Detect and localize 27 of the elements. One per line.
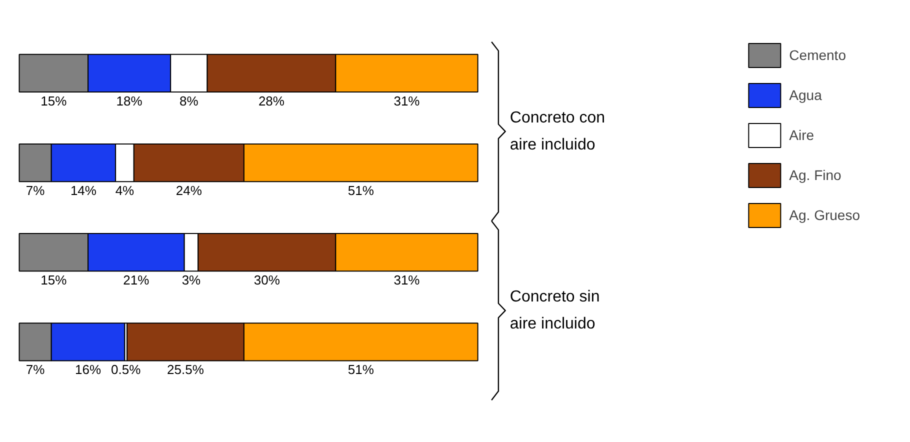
data-label: 0.5%	[111, 362, 142, 378]
text: Concreto sin aire incluido	[510, 288, 600, 332]
data-label: 7%	[26, 362, 46, 378]
text: Concreto con aire incluido	[510, 109, 606, 154]
data-label: 7%	[26, 182, 46, 198]
data-label: 16%	[75, 362, 102, 378]
data-label: 24%	[176, 182, 202, 198]
legend-label: Cemento	[789, 47, 846, 63]
data-label: 15%	[40, 272, 68, 288]
legend-label: Aire	[789, 127, 814, 143]
data-label: 21%	[123, 272, 150, 288]
data-label: 31%	[394, 93, 420, 108]
data-label: 15%	[40, 93, 68, 108]
data-label: 51%	[348, 362, 374, 378]
data-label: 25.5%	[167, 362, 204, 378]
legend-label: Ag. Fino	[789, 167, 842, 183]
data-label: 18%	[116, 93, 143, 108]
data-label: 4%	[115, 182, 135, 198]
data-label: 28%	[258, 93, 285, 108]
legend-label: Ag. Grueso	[789, 207, 860, 223]
data-label: 30%	[254, 272, 280, 288]
legend-label: Agua	[789, 87, 822, 103]
data-label: 31%	[394, 272, 420, 288]
data-label: 51%	[348, 182, 374, 198]
data-label: 3%	[182, 272, 202, 288]
data-label: 14%	[70, 182, 97, 198]
data-label: 8%	[180, 93, 199, 108]
